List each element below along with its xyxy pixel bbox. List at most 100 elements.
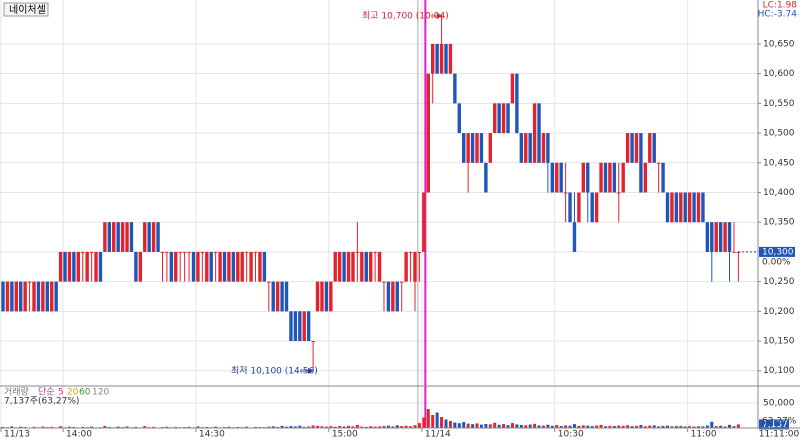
volume-bar [125, 426, 129, 428]
volume-bar [395, 425, 399, 428]
volume-bar [329, 426, 333, 428]
volume-bar [67, 426, 71, 428]
candle-body [639, 133, 643, 193]
y-tick-label: 10,450 [763, 158, 795, 168]
high-annotation: 최고 10,700 (10:04) [362, 11, 449, 22]
candle-body [324, 281, 329, 312]
volume-bar [413, 425, 417, 428]
candle-body [718, 222, 723, 252]
volume-bar [417, 423, 421, 428]
candle-body [431, 43, 435, 74]
candle-body [630, 133, 634, 163]
volume-bar [559, 426, 563, 428]
candle-body [603, 162, 608, 193]
volume-bar [612, 426, 616, 428]
volume-bar [630, 426, 634, 428]
volume-bar [728, 424, 732, 428]
candle-body [696, 192, 701, 223]
candle-body [50, 281, 54, 312]
volume-bar [342, 426, 346, 428]
volume-bar [466, 423, 470, 428]
low-annotation: 최저 10,100 (14:56) [231, 366, 318, 377]
volume-bar [338, 426, 342, 428]
candle-body [342, 251, 346, 282]
volume-bar [608, 425, 612, 428]
candle-body [391, 281, 395, 312]
candle-body [213, 251, 218, 253]
volume-bar [227, 426, 231, 428]
candle-body [550, 162, 555, 193]
x-tick-label: 11/13 [4, 430, 30, 439]
candle-body [594, 192, 599, 223]
candle-body [453, 73, 457, 104]
volume-bar [652, 425, 656, 428]
candle-body [19, 281, 23, 312]
candle-body [661, 162, 665, 193]
candle-body [267, 281, 271, 283]
candle-body [63, 251, 67, 282]
volume-bar [719, 425, 723, 428]
candle-body [23, 281, 27, 312]
candle-body [617, 192, 621, 194]
volume-bar [550, 425, 554, 428]
candle-body [32, 281, 36, 312]
candle-body [240, 251, 244, 282]
candle-body [546, 133, 550, 163]
candle-body [329, 281, 333, 312]
candle-body [293, 311, 298, 342]
volume-bar [267, 426, 271, 428]
candle-body [311, 341, 315, 343]
candle-body [143, 222, 147, 252]
candle-body [169, 251, 174, 282]
volume-bar [502, 424, 506, 428]
candle-body [705, 222, 710, 252]
candle-body [36, 281, 41, 312]
volume-bar [586, 425, 590, 428]
volume-bar [515, 424, 519, 428]
candle-body [138, 251, 143, 282]
candle-body [608, 162, 612, 193]
volume-bar [369, 426, 373, 428]
candle-body [222, 251, 227, 282]
volume-bar [351, 426, 355, 428]
candle-body [435, 43, 439, 74]
candle-body [200, 251, 205, 253]
candle-body [14, 281, 18, 312]
y-tick-label: 10,250 [763, 277, 795, 287]
candle-body [484, 162, 488, 193]
candle-body [687, 192, 692, 223]
candle-body [81, 251, 85, 253]
candle-body [727, 222, 732, 252]
volume-ratio-label: 63.27% [762, 417, 797, 427]
candle-body [94, 251, 98, 282]
candle-body [107, 222, 112, 252]
candle-body [112, 222, 116, 252]
volume-bar [533, 423, 537, 428]
volume-bar [285, 426, 289, 428]
candle-body [218, 251, 222, 282]
last-volume-label: 7,137 [762, 420, 788, 430]
candle-body [231, 251, 236, 282]
volume-bar [683, 426, 687, 428]
candle-body [98, 251, 103, 282]
candle-body [679, 192, 683, 223]
candle-body [156, 222, 160, 252]
candle-body [395, 281, 399, 312]
candle-body [302, 311, 306, 342]
volume-bar [564, 425, 568, 428]
candle-body [174, 251, 178, 282]
volume-bar [103, 425, 107, 428]
volume-bar [488, 424, 492, 428]
volume-bar [603, 426, 607, 428]
volume-bar [431, 415, 435, 428]
y-tick-label: 10,500 [763, 129, 795, 139]
y-tick-label: 10,100 [763, 366, 795, 376]
candle-body [236, 251, 240, 282]
volume-bar [400, 426, 404, 428]
volume-bar [710, 421, 714, 428]
candle-body [714, 222, 718, 252]
volume-bar [462, 422, 466, 428]
volume-bar [705, 425, 709, 428]
candle-body [404, 251, 408, 282]
